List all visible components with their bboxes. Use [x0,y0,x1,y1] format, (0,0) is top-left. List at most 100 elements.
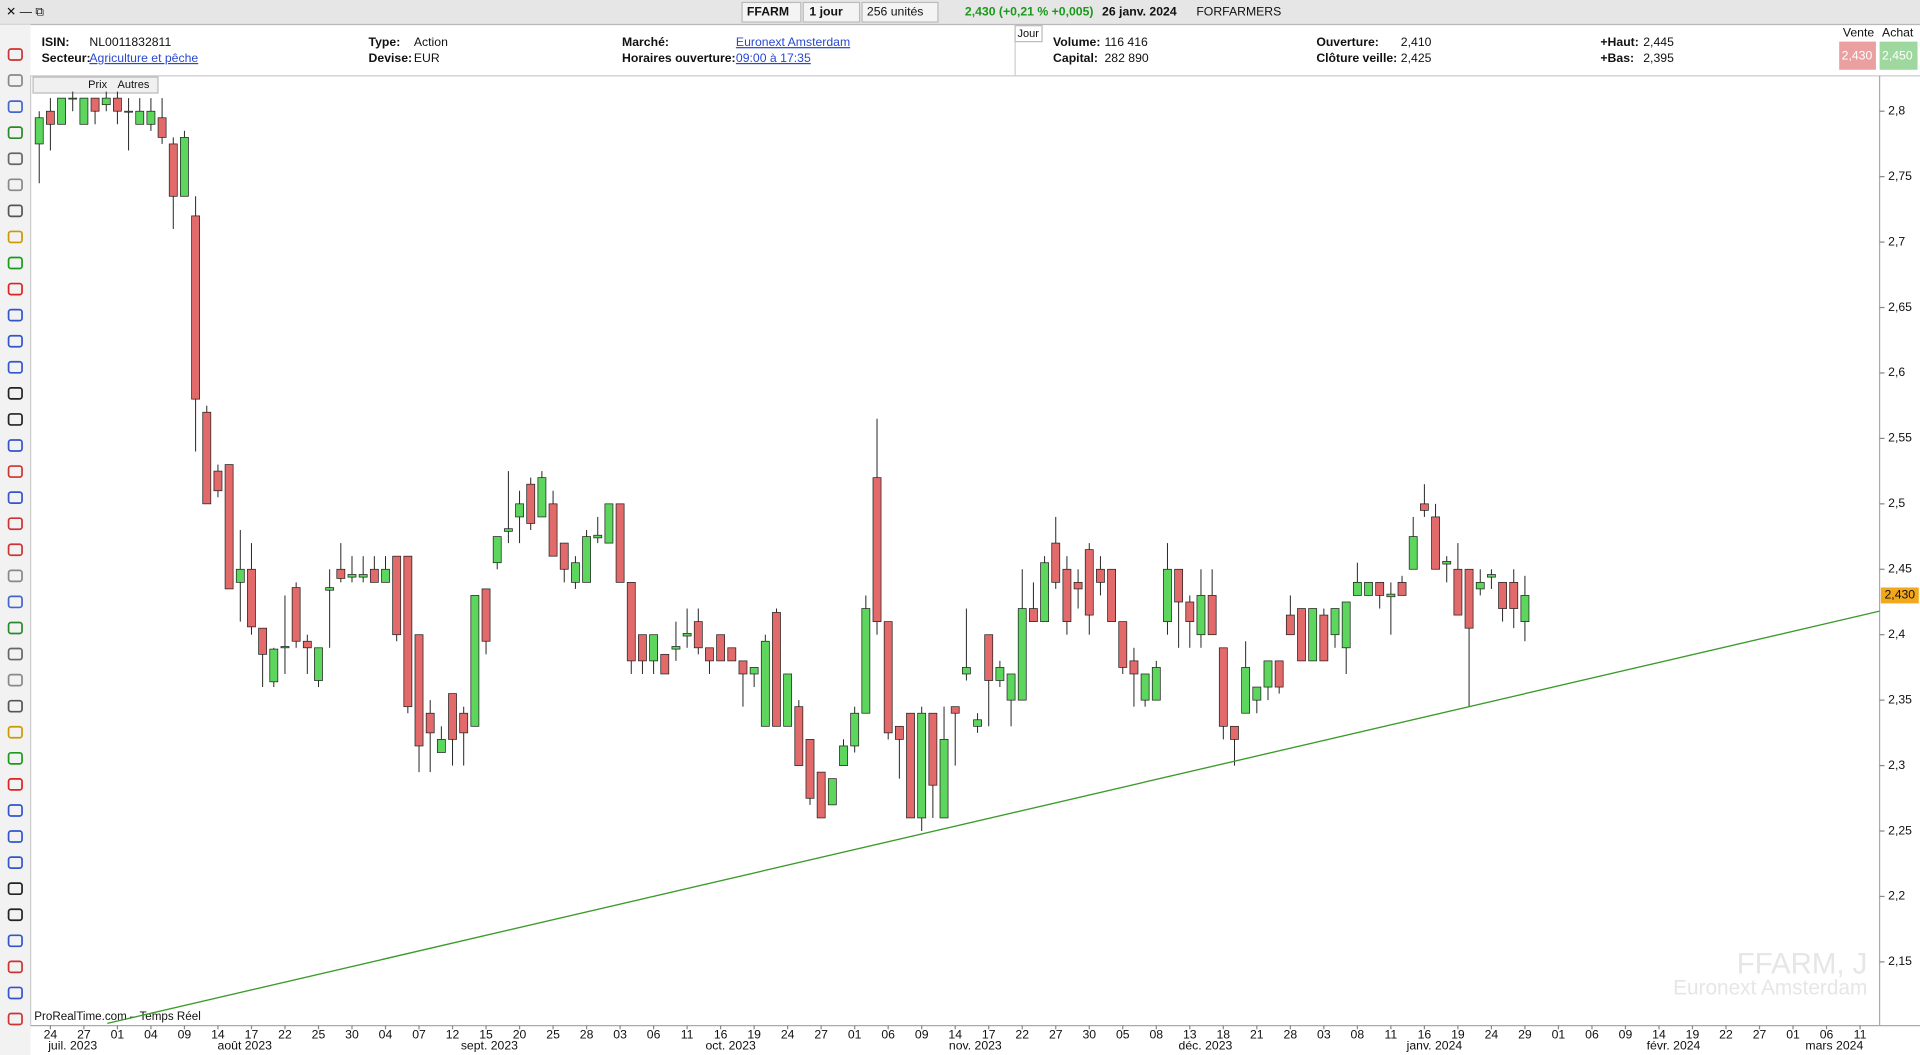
tool-icon[interactable] [7,413,23,426]
tool-icon[interactable] [7,908,23,922]
candle-body [325,587,335,591]
tool-icon[interactable] [7,673,23,687]
value: 2,410 [1401,35,1432,49]
candle-body [705,647,714,662]
candle-body [1029,608,1038,622]
tool-icon[interactable] [7,647,23,661]
tab-label[interactable]: Jour [1018,28,1040,40]
month-label: sept. 2023 [461,1039,518,1053]
candle-body [682,633,692,637]
link[interactable]: Agriculture et pêche [89,51,198,65]
tool-icon[interactable] [7,256,23,270]
x-tick-label: 27 [814,1028,828,1042]
button[interactable]: Prix [88,79,107,91]
tool-icon[interactable] [7,986,23,1000]
tool-icon[interactable] [7,543,23,557]
candle-body [760,640,770,727]
tool-icon[interactable] [7,230,23,244]
tool-icon[interactable] [7,178,23,192]
x-tick-label: 24 [1485,1028,1499,1042]
buy-box[interactable] [1879,41,1918,70]
label: Marché: [622,35,669,49]
buy-price[interactable]: 2,450 [1882,49,1913,63]
x-tick-label: 11 [1854,1028,1867,1042]
label: Achat [1882,25,1914,39]
candle-body [1308,608,1318,662]
tool-icon[interactable] [7,751,23,765]
tool-icon[interactable] [7,439,23,452]
button[interactable]: Autres [118,79,150,91]
link[interactable]: Euronext Amsterdam [736,35,850,49]
tool-icon[interactable] [7,282,23,296]
tool-icon[interactable] [7,386,23,400]
candle-body [1140,673,1150,701]
candle-body [314,647,323,681]
tool-icon[interactable] [7,204,23,218]
tool-icon[interactable] [7,960,23,974]
sell-price[interactable]: 2,430 [1842,49,1873,63]
tool-icon[interactable] [7,804,23,817]
x-tick-label: 22 [1719,1028,1733,1042]
x-tick-label: 09 [915,1028,929,1042]
units-box[interactable] [861,1,939,23]
candle-body [1252,686,1262,701]
title-bar [0,0,1920,25]
candle-body [961,667,971,675]
tool-icon[interactable] [7,856,23,869]
tool-icon[interactable] [7,621,23,635]
tool-icon[interactable] [7,334,23,348]
tool-icon[interactable] [7,517,23,531]
units[interactable]: 256 unités [867,4,923,18]
value: NL0011832811 [89,35,171,49]
candle-body [1218,647,1228,727]
candle-body [593,534,603,539]
candle-body [1230,725,1239,740]
tool-icon[interactable] [7,595,23,609]
close-button[interactable]: ✕ — ⧉ [6,4,44,18]
tool-icon[interactable] [7,934,23,948]
x-tick-label: 24 [781,1028,795,1042]
period[interactable]: 1 jour [809,4,843,18]
candle-body [448,693,457,740]
tab[interactable] [1014,25,1043,43]
candle-body [615,503,625,583]
candle-body [850,712,860,747]
sell-box[interactable] [1839,41,1876,70]
tool-icon[interactable] [7,778,23,791]
tool-icon[interactable] [7,360,23,374]
candle-body [369,568,379,583]
candle-body [783,673,793,727]
tool-icon[interactable] [7,699,23,713]
tool-icon[interactable] [7,74,23,87]
tool-icon[interactable] [7,48,23,61]
x-tick-label: 22 [278,1028,292,1042]
tool-icon[interactable] [7,830,23,843]
tool-icon[interactable] [7,569,23,583]
period-box[interactable] [802,1,861,23]
candle-body [1375,581,1385,596]
tool-icon[interactable] [7,126,23,140]
candle-body [1163,568,1172,622]
candle-body [1274,660,1284,688]
candle-body [247,568,256,628]
candle-body [1453,568,1463,616]
candle-body [816,771,826,819]
tool-icon[interactable] [7,100,23,113]
y-tick-label: 2,15 [1888,954,1912,968]
tool-icon[interactable] [7,725,23,739]
candle-body [1196,595,1206,636]
symbol-box[interactable] [741,1,802,23]
symbol[interactable]: FFARM [747,4,789,18]
label: Volume: [1053,35,1100,49]
candle-body [1073,581,1083,590]
candle-body [481,588,491,642]
candle-body [1297,608,1306,662]
candle-body [436,739,446,753]
tool-icon[interactable] [7,882,23,896]
link[interactable]: 09:00 à 17:35 [736,51,811,65]
tool-icon[interactable] [7,1012,23,1026]
tool-icon[interactable] [7,465,23,478]
tool-icon[interactable] [7,308,23,322]
tool-icon[interactable] [7,152,23,166]
tool-icon[interactable] [7,491,23,505]
